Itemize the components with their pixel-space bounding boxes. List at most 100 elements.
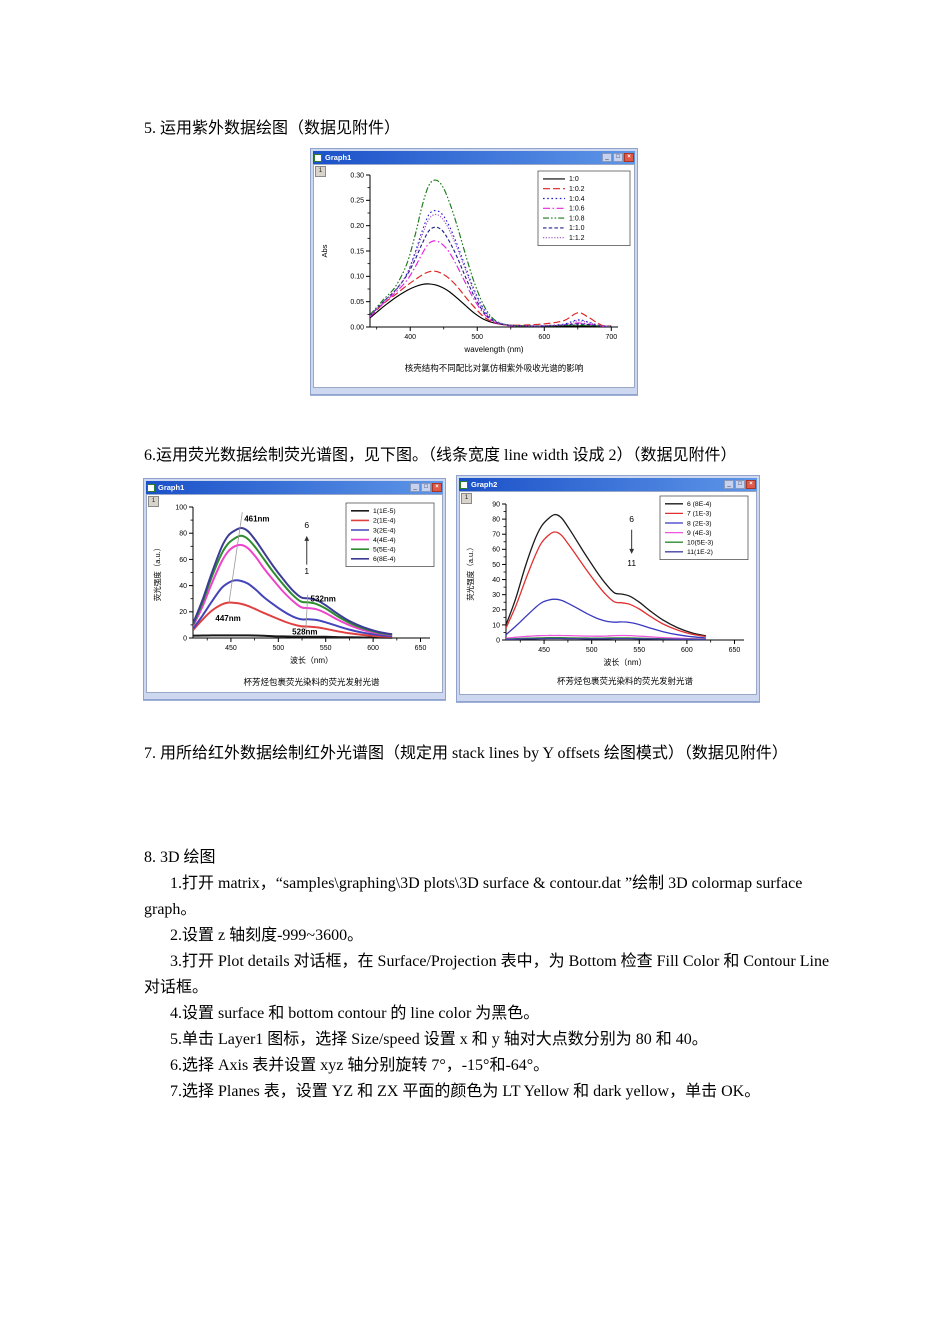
close-button[interactable]: × [746, 480, 756, 489]
svg-text:30: 30 [492, 592, 500, 599]
window-title: Graph2 [471, 480, 498, 489]
svg-text:450: 450 [538, 647, 550, 654]
maximize-button[interactable]: □ [421, 483, 431, 492]
svg-text:450: 450 [225, 645, 237, 652]
layer1-badge[interactable]: 1 [461, 493, 472, 504]
item8-step: 1.打开 matrix，“samples\graphing\3D plots\3… [144, 875, 803, 918]
svg-text:0: 0 [183, 635, 187, 642]
item8-step: 6.选择 Axis 表并设置 xyz 轴分别旋转 7°，-15°和-64°。 [170, 1057, 550, 1074]
svg-text:40: 40 [492, 577, 500, 584]
fluorescence-graph2-window[interactable]: Graph2 _ □ × 1 450 500 550 600 650 0 10 20 30 40 5… [456, 475, 760, 702]
svg-text:0.15: 0.15 [350, 248, 364, 255]
uv-chart-client: 1 400 500 600 700 0.00 0.05 0.10 0.15 0.20 0.25 0.… [313, 164, 635, 388]
origin-graph-icon [147, 483, 155, 492]
svg-text:核壳结构不同配比对氯仿相紫外吸收光谱的影响: 核壳结构不同配比对氯仿相紫外吸收光谱的影响 [405, 363, 584, 373]
svg-text:40: 40 [179, 583, 187, 590]
maximize-button[interactable]: □ [735, 480, 745, 489]
layer1-badge[interactable]: 1 [148, 496, 159, 507]
window-title: Graph1 [158, 483, 185, 492]
item6-heading: 6.运用荧光数据绘制荧光谱图，见下图。（线条宽度 line width 设成 2… [144, 443, 864, 469]
svg-text:600: 600 [367, 645, 379, 652]
svg-text:wavelength (nm): wavelength (nm) [463, 345, 523, 354]
svg-text:9 (4E-3): 9 (4E-3) [687, 530, 712, 537]
maximize-button[interactable]: □ [613, 153, 623, 162]
svg-text:4(4E-4): 4(4E-4) [373, 537, 396, 544]
svg-text:0.10: 0.10 [350, 274, 364, 281]
fluor1-window-titlebar[interactable]: Graph1 _ □ × [146, 481, 443, 494]
svg-text:6: 6 [304, 520, 309, 530]
svg-text:20: 20 [179, 609, 187, 616]
uv-absorption-chart: 400 500 600 700 0.00 0.05 0.10 0.15 0.20 0.25 0.30… [320, 170, 631, 373]
svg-text:528nm: 528nm [292, 628, 317, 637]
svg-text:0.30: 0.30 [350, 172, 364, 179]
fluorescence-graph1-window[interactable]: Graph1 _ □ × 1 450 500 550 600 650 0 20 40 60 80 1… [143, 478, 446, 700]
svg-text:0.05: 0.05 [350, 299, 364, 306]
uv-window-titlebar[interactable]: Graph1 _ □ × [313, 151, 635, 164]
svg-text:20: 20 [492, 607, 500, 614]
svg-text:600: 600 [681, 647, 693, 654]
svg-text:50: 50 [492, 562, 500, 569]
item8-step: 7.选择 Planes 表，设置 YZ 和 ZX 平面的颜色为 LT Yello… [170, 1083, 761, 1100]
svg-text:Abs: Abs [320, 244, 329, 257]
svg-text:荧光强度（a.u.）: 荧光强度（a.u.） [465, 543, 475, 601]
svg-text:80: 80 [179, 531, 187, 538]
origin-graph-icon [314, 153, 322, 162]
layer1-badge[interactable]: 1 [315, 166, 326, 177]
svg-text:3(2E-4): 3(2E-4) [373, 527, 396, 534]
svg-text:500: 500 [471, 334, 483, 341]
svg-text:532nm: 532nm [311, 594, 336, 603]
minimize-button[interactable]: _ [602, 153, 612, 162]
fluor2-chart-client: 1 450 500 550 600 650 0 10 20 30 40 50 60 70 80 90 波长（n… [459, 491, 757, 695]
svg-text:0: 0 [496, 637, 500, 644]
minimize-button[interactable]: _ [724, 480, 734, 489]
svg-text:500: 500 [272, 645, 284, 652]
origin-graph-icon [460, 480, 468, 489]
uv-graph-window[interactable]: Graph1 _ □ × 1 400 500 600 700 0.00 0.05 0.10 0… [310, 148, 638, 395]
close-button[interactable]: × [624, 153, 634, 162]
item5-heading: 5. 运用紫外数据绘图（数据见附件） [144, 116, 844, 142]
svg-text:5(5E-4): 5(5E-4) [373, 547, 396, 554]
item8-step: 5.单击 Layer1 图标，选择 Size/speed 设置 x 和 y 轴对… [170, 1031, 708, 1048]
svg-text:波长（nm）: 波长（nm） [290, 655, 333, 665]
svg-text:1:1.0: 1:1.0 [569, 225, 585, 232]
svg-text:2(1E-4): 2(1E-4) [373, 518, 396, 525]
svg-text:1:0: 1:0 [569, 176, 579, 183]
item8-step: 3.打开 Plot details 对话框，在 Surface/Projecti… [144, 953, 830, 996]
svg-text:杯芳烃包裹荧光染料的荧光发射光谱: 杯芳烃包裹荧光染料的荧光发射光谱 [557, 676, 694, 686]
svg-text:6 (8E-4): 6 (8E-4) [687, 501, 712, 508]
svg-text:1:0.2: 1:0.2 [569, 186, 585, 193]
item8-step: 2.设置 z 轴刻度-999~3600。 [170, 927, 364, 944]
item6-text: 6.运用荧光数据绘制荧光谱图，见下图。（线条宽度 line width 设成 2… [144, 447, 737, 464]
svg-text:荧光强度（a.u.）: 荧光强度（a.u.） [152, 544, 162, 602]
svg-text:10(5E-3): 10(5E-3) [687, 540, 713, 547]
svg-text:1:0.6: 1:0.6 [569, 206, 585, 213]
minimize-button[interactable]: _ [410, 483, 420, 492]
svg-text:461nm: 461nm [244, 514, 269, 523]
svg-text:80: 80 [492, 517, 500, 524]
close-button[interactable]: × [432, 483, 442, 492]
svg-text:7 (1E-3): 7 (1E-3) [687, 511, 712, 518]
item7-heading: 7. 用所给红外数据绘制红外光谱图（规定用 stack lines by Y o… [144, 741, 842, 767]
svg-text:波长（nm）: 波长（nm） [603, 657, 646, 667]
svg-text:0.00: 0.00 [350, 324, 364, 331]
svg-text:100: 100 [175, 504, 187, 511]
svg-text:550: 550 [320, 645, 332, 652]
svg-text:60: 60 [179, 557, 187, 564]
svg-text:650: 650 [415, 645, 427, 652]
svg-text:1: 1 [304, 566, 309, 576]
svg-text:0.20: 0.20 [350, 223, 364, 230]
fluor2-window-titlebar[interactable]: Graph2 _ □ × [459, 478, 757, 491]
svg-text:650: 650 [729, 647, 741, 654]
svg-text:0.25: 0.25 [350, 198, 364, 205]
svg-text:11(1E-2): 11(1E-2) [687, 549, 713, 556]
svg-text:500: 500 [586, 647, 598, 654]
svg-text:1:0.4: 1:0.4 [569, 196, 585, 203]
svg-text:8 (2E-3): 8 (2E-3) [687, 520, 712, 527]
fluorescence-emission-chart-low-conc: 450 500 550 600 650 0 20 40 60 80 100 波长（nm） 荧光强度（a.… [152, 502, 435, 687]
svg-text:11: 11 [627, 558, 636, 568]
svg-text:550: 550 [633, 647, 645, 654]
svg-text:700: 700 [605, 334, 617, 341]
svg-text:杯芳烃包裹荧光染料的荧光发射光谱: 杯芳烃包裹荧光染料的荧光发射光谱 [243, 677, 380, 687]
svg-text:6: 6 [629, 514, 634, 524]
